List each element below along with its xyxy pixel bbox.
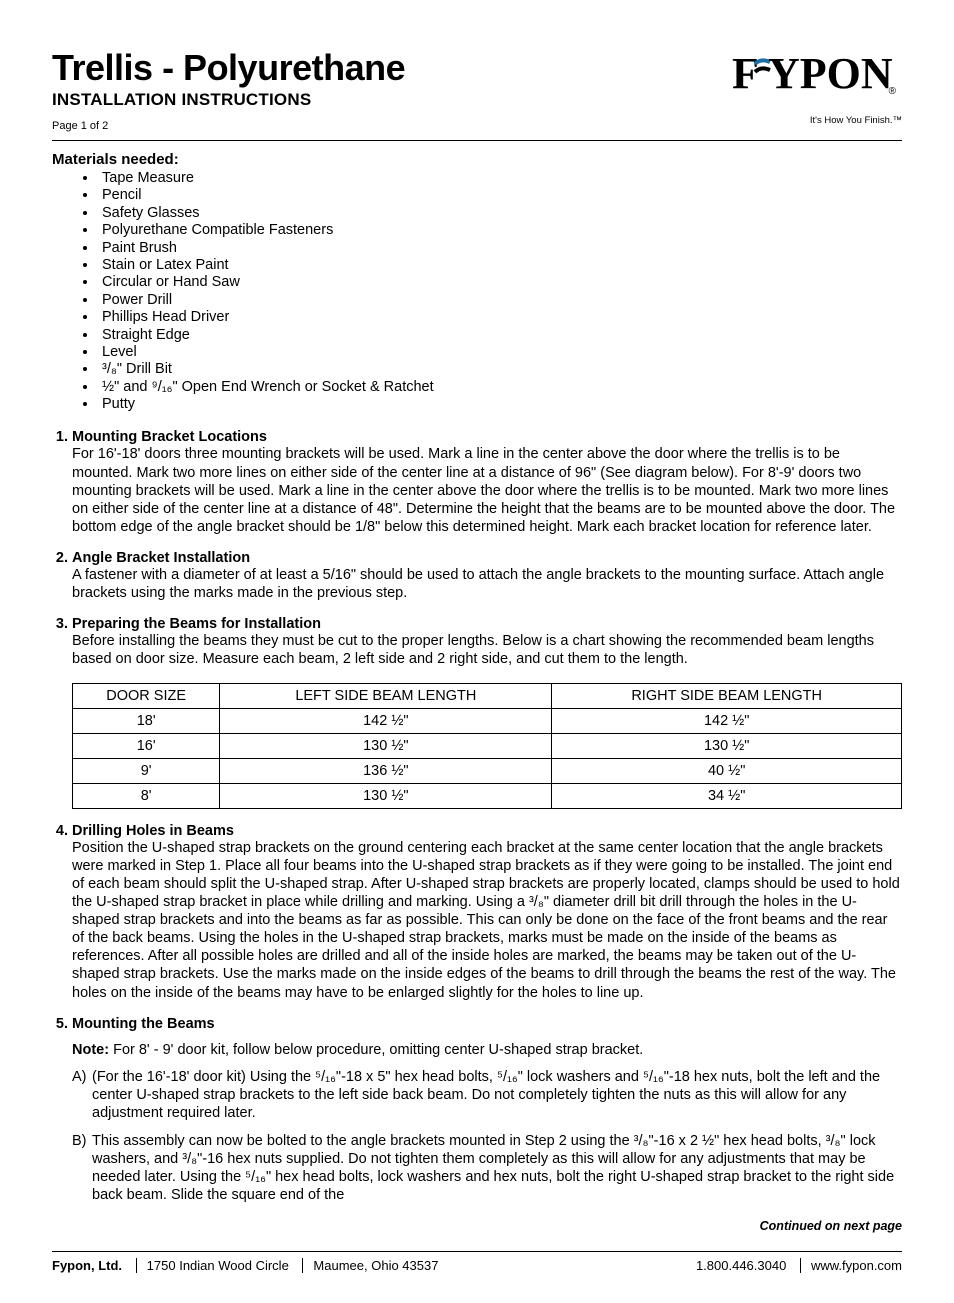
step-title: Mounting Bracket Locations — [72, 429, 267, 445]
sub-item-a: A) (For the 16'-18' door kit) Using the … — [72, 1068, 902, 1122]
note-text: For 8' - 9' door kit, follow below proce… — [113, 1042, 643, 1058]
step-body: For 16'-18' doors three mounting bracket… — [72, 445, 902, 536]
main-title: Trellis - Polyurethane — [52, 50, 732, 86]
table-cell: 18' — [73, 708, 220, 733]
footer-phone: 1.800.446.3040 — [686, 1258, 796, 1273]
step-title: Angle Bracket Installation — [72, 550, 250, 566]
materials-item: Putty — [98, 396, 902, 413]
logo-block: F YPON ® It's How You Finish.™ — [732, 50, 902, 126]
materials-item: Polyurethane Compatible Fasteners — [98, 222, 902, 239]
table-cell: 130 ½" — [220, 783, 552, 808]
table-row: 9' 136 ½" 40 ½" — [73, 758, 902, 783]
sub-text: (For the 16'-18' door kit) Using the ⁵/₁… — [92, 1068, 902, 1122]
table-header-row: DOOR SIZE LEFT SIDE BEAM LENGTH RIGHT SI… — [73, 683, 902, 708]
svg-text:YPON: YPON — [768, 50, 893, 98]
materials-item: Pencil — [98, 187, 902, 204]
table-cell: 130 ½" — [220, 733, 552, 758]
materials-item: Safety Glasses — [98, 205, 902, 222]
table-header: RIGHT SIDE BEAM LENGTH — [552, 683, 902, 708]
materials-item: Phillips Head Driver — [98, 309, 902, 326]
table-cell: 9' — [73, 758, 220, 783]
header-rule — [52, 140, 902, 141]
note-label: Note: — [72, 1042, 109, 1058]
continued-notice: Continued on next page — [52, 1219, 902, 1233]
table-cell: 142 ½" — [552, 708, 902, 733]
materials-item: Level — [98, 344, 902, 361]
sub-item-b: B) This assembly can now be bolted to th… — [72, 1132, 902, 1205]
sub-text: This assembly can now be bolted to the a… — [92, 1132, 902, 1205]
materials-heading: Materials needed: — [52, 151, 902, 168]
materials-item: Straight Edge — [98, 327, 902, 344]
step-1: Mounting Bracket Locations For 16'-18' d… — [72, 429, 902, 536]
steps-list: Mounting Bracket Locations For 16'-18' d… — [52, 429, 902, 1204]
footer-address1: 1750 Indian Wood Circle — [136, 1258, 299, 1273]
materials-item: Circular or Hand Saw — [98, 274, 902, 291]
step-title: Mounting the Beams — [72, 1016, 215, 1032]
table-row: 18' 142 ½" 142 ½" — [73, 708, 902, 733]
step-body: Before installing the beams they must be… — [72, 632, 902, 668]
table-cell: 40 ½" — [552, 758, 902, 783]
table-row: 8' 130 ½" 34 ½" — [73, 783, 902, 808]
table-cell: 130 ½" — [552, 733, 902, 758]
step-5: Mounting the Beams Note: For 8' - 9' doo… — [72, 1016, 902, 1205]
footer: Fypon, Ltd. 1750 Indian Wood Circle Maum… — [52, 1251, 902, 1273]
footer-address2: Maumee, Ohio 43537 — [302, 1258, 448, 1273]
materials-item: ½" and ⁹/₁₆" Open End Wrench or Socket &… — [98, 379, 902, 396]
logo-tagline: It's How You Finish.™ — [732, 115, 902, 126]
page-number: Page 1 of 2 — [52, 120, 732, 132]
step-note: Note: For 8' - 9' door kit, follow below… — [72, 1042, 902, 1058]
table-row: 16' 130 ½" 130 ½" — [73, 733, 902, 758]
table-cell: 34 ½" — [552, 783, 902, 808]
footer-left: Fypon, Ltd. 1750 Indian Wood Circle Maum… — [52, 1258, 448, 1273]
header-row: Trellis - Polyurethane INSTALLATION INST… — [52, 50, 902, 132]
sub-label: B) — [72, 1132, 92, 1205]
table-cell: 16' — [73, 733, 220, 758]
svg-text:F: F — [732, 50, 759, 98]
step-2: Angle Bracket Installation A fastener wi… — [72, 550, 902, 602]
step-body: A fastener with a diameter of at least a… — [72, 566, 902, 602]
materials-item: Stain or Latex Paint — [98, 257, 902, 274]
title-block: Trellis - Polyurethane INSTALLATION INST… — [52, 50, 732, 132]
materials-item: Paint Brush — [98, 240, 902, 257]
table-cell: 8' — [73, 783, 220, 808]
sub-title: INSTALLATION INSTRUCTIONS — [52, 90, 732, 110]
step-4: Drilling Holes in Beams Position the U-s… — [72, 823, 902, 1002]
step-3: Preparing the Beams for Installation Bef… — [72, 616, 902, 808]
document-page: Trellis - Polyurethane INSTALLATION INST… — [0, 0, 954, 1303]
materials-item: ³/₈" Drill Bit — [98, 361, 902, 378]
sub-label: A) — [72, 1068, 92, 1122]
materials-item: Power Drill — [98, 292, 902, 309]
materials-list: Tape Measure Pencil Safety Glasses Polyu… — [52, 170, 902, 413]
step-title: Preparing the Beams for Installation — [72, 616, 321, 632]
table-cell: 136 ½" — [220, 758, 552, 783]
table-header: LEFT SIDE BEAM LENGTH — [220, 683, 552, 708]
step-body: Position the U-shaped strap brackets on … — [72, 839, 902, 1002]
table-header: DOOR SIZE — [73, 683, 220, 708]
footer-company: Fypon, Ltd. — [52, 1258, 132, 1273]
table-cell: 142 ½" — [220, 708, 552, 733]
svg-text:®: ® — [889, 86, 897, 97]
fypon-logo-icon: F YPON ® — [732, 50, 902, 108]
beam-length-table: DOOR SIZE LEFT SIDE BEAM LENGTH RIGHT SI… — [72, 683, 902, 809]
footer-web: www.fypon.com — [800, 1258, 902, 1273]
lettered-sublist: A) (For the 16'-18' door kit) Using the … — [72, 1068, 902, 1205]
step-title: Drilling Holes in Beams — [72, 823, 234, 839]
footer-right: 1.800.446.3040 www.fypon.com — [686, 1258, 902, 1273]
materials-item: Tape Measure — [98, 170, 902, 187]
